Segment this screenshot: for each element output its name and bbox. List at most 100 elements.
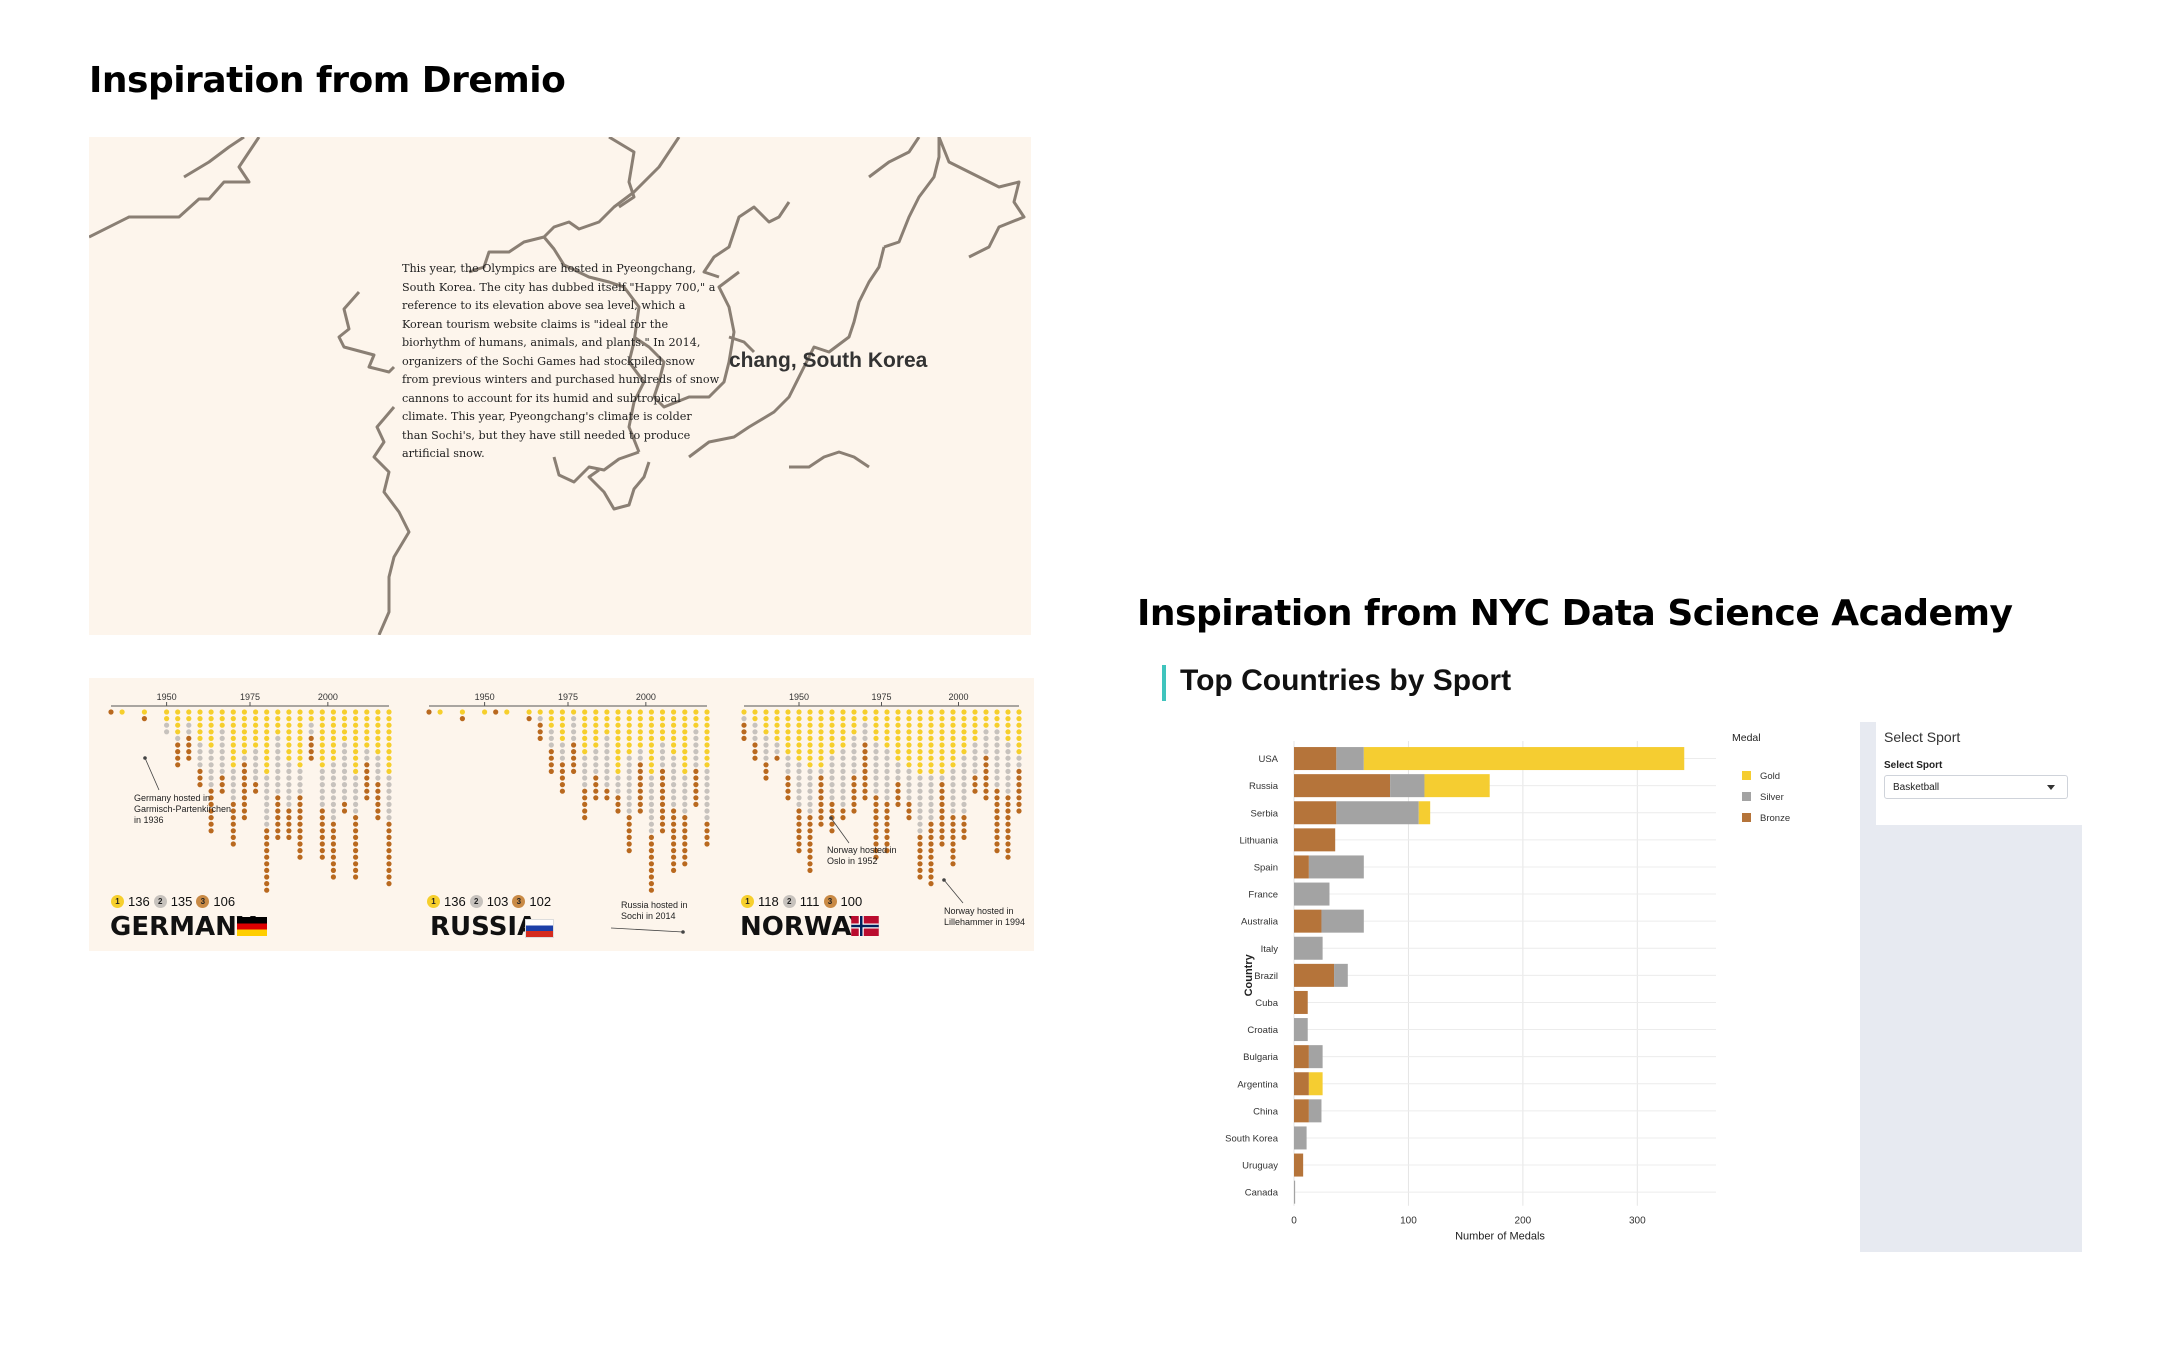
bar-bronze (1294, 774, 1391, 798)
medal-dot (939, 795, 945, 801)
medal-dot (671, 815, 677, 821)
medal-dot (319, 854, 325, 860)
medal-dot (593, 788, 599, 794)
medal-dot (341, 749, 348, 755)
sport-select[interactable]: Basketball (1884, 775, 2068, 799)
medal-dot (364, 742, 370, 748)
medal-dot (504, 709, 510, 715)
medal-dot (752, 716, 758, 722)
medal-dot (763, 742, 769, 748)
medal-dot (286, 775, 292, 781)
russia-silver-count: 103 (486, 894, 509, 909)
medal-dot (994, 801, 1000, 807)
medal-dot (785, 709, 791, 715)
medal-dot (950, 821, 956, 827)
medal-dot (774, 709, 780, 715)
gold-medal-icon: 1 (427, 895, 440, 908)
medal-dot (593, 729, 599, 735)
medal-dot (297, 742, 303, 748)
medal-dot (297, 815, 303, 821)
medal-dot (895, 788, 901, 794)
medal-dot (807, 854, 813, 860)
medal-dot (873, 775, 879, 781)
medal-dot (873, 782, 879, 788)
medal-dot (851, 808, 857, 814)
medal-dot (548, 755, 554, 761)
medal-dot (297, 755, 303, 761)
medal-dot (230, 834, 236, 840)
medal-dot (763, 768, 769, 774)
medal-dot (275, 775, 281, 781)
medal-dot (241, 788, 247, 794)
medal-dot (659, 742, 666, 748)
medal-dot (615, 742, 621, 748)
medal-dot (264, 815, 270, 821)
strip-tick-label: 1975 (240, 692, 260, 702)
medal-dot (604, 735, 610, 741)
medal-dot (386, 735, 392, 741)
medal-dot (648, 762, 655, 768)
medal-dot (648, 775, 655, 781)
medal-dot (807, 815, 813, 821)
medal-dot (286, 821, 292, 827)
medal-dot (593, 742, 599, 748)
medal-dot (615, 808, 621, 814)
medal-dot (219, 729, 225, 735)
medal-bar-chart: 0 100 200 300 USA Russia Serbia Lithuania Spain F… (1225, 732, 1790, 1243)
medal-dot (659, 716, 666, 722)
y-tick-label: Lithuania (1239, 835, 1278, 846)
medal-dot (275, 815, 281, 821)
medal-dot (241, 735, 247, 741)
medal-dot (275, 828, 281, 834)
y-tick-label: South Korea (1225, 1133, 1279, 1144)
germany-silver-count: 135 (170, 894, 193, 909)
medal-dot (928, 749, 934, 755)
medal-dot (829, 808, 835, 814)
medal-dot (241, 768, 247, 774)
medal-dot (741, 729, 747, 735)
medal-dot (796, 755, 802, 761)
medal-dot (704, 841, 710, 847)
medal-dot (961, 755, 967, 761)
medal-dot (219, 722, 225, 728)
medal-dot (264, 854, 270, 860)
medal-dot (364, 762, 370, 768)
medal-dot (785, 788, 791, 794)
medal-dot (818, 762, 824, 768)
medal-dot (197, 729, 203, 735)
medal-dot (884, 834, 890, 840)
medal-dot (593, 735, 599, 741)
medal-dot (950, 709, 956, 715)
germany-medal-counts: 1 136 2 135 3 106 (111, 894, 235, 909)
sidebar-card (1876, 722, 2082, 825)
medal-dot (341, 762, 348, 768)
medal-dot (659, 722, 666, 728)
medal-dot (286, 768, 292, 774)
medal-dot (659, 808, 666, 814)
medal-dot (950, 801, 956, 807)
medal-dot (961, 749, 967, 755)
medal-dot (829, 775, 835, 781)
medal-dot (615, 762, 621, 768)
medal-dot (426, 709, 432, 715)
medal-dot (671, 775, 677, 781)
medal-dot (275, 749, 281, 755)
chevron-down-icon[interactable] (2047, 785, 2055, 790)
medal-dot (208, 755, 214, 761)
medal-dot (297, 854, 303, 860)
medal-dot (186, 749, 192, 755)
medal-dot (659, 795, 666, 801)
sidebar-title: Select Sport (1884, 729, 1961, 745)
medal-dot (671, 755, 677, 761)
medal-dot (364, 768, 370, 774)
medal-dot (297, 782, 303, 788)
medal-dot (341, 755, 348, 761)
medal-dot (785, 729, 791, 735)
medal-dot (928, 874, 934, 880)
medal-dot (1005, 801, 1011, 807)
bar-silver (1308, 855, 1364, 879)
medal-dot (208, 775, 214, 781)
silver-medal-icon: 2 (782, 895, 796, 908)
medal-dot (264, 722, 270, 728)
medal-dot (895, 735, 901, 741)
